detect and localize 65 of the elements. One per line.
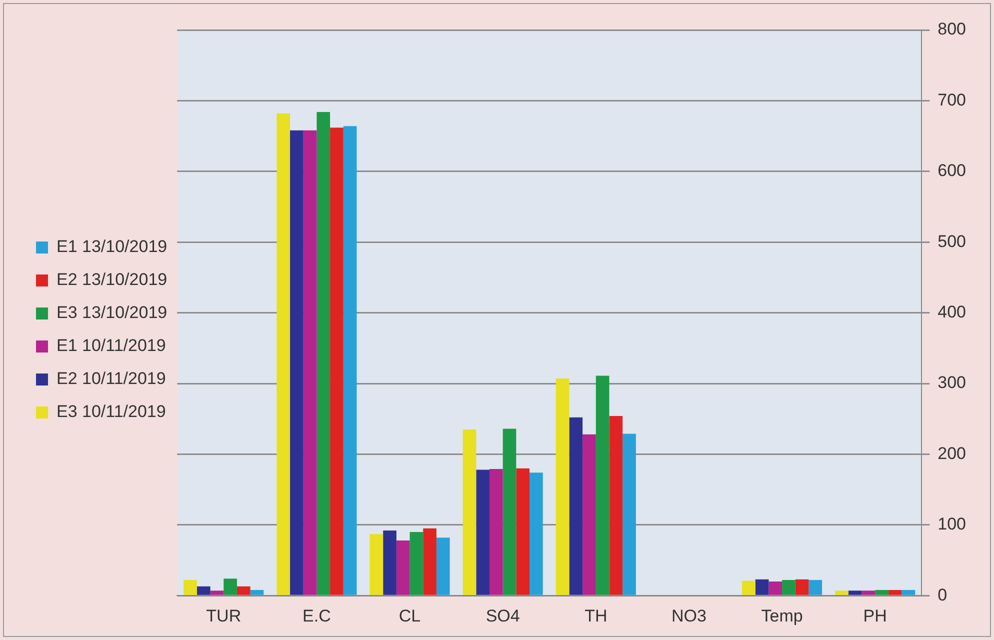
bar (250, 590, 264, 595)
x-tick-label: E.C (302, 606, 331, 626)
bar (224, 578, 237, 595)
legend-label: E1 10/11/2019 (56, 336, 166, 356)
legend-label: E3 10/11/2019 (56, 402, 166, 422)
bar (795, 579, 809, 595)
x-tick-label: PH (863, 606, 887, 626)
x-tick-label: NO3 (671, 606, 706, 626)
y-tick-label: 100 (938, 514, 966, 534)
x-tick-label: TUR (206, 606, 242, 626)
bar (622, 434, 636, 595)
x-tick-label: TH (584, 606, 608, 626)
bar (343, 126, 357, 595)
bar (609, 416, 623, 595)
y-tick-label: 500 (938, 232, 966, 251)
bar (782, 580, 796, 595)
bar (502, 428, 516, 595)
bar (462, 429, 476, 595)
legend-label: E2 10/11/2019 (56, 369, 166, 388)
x-tick-label: SO4 (486, 606, 520, 626)
bar (888, 590, 902, 595)
bar (423, 528, 436, 595)
bar (582, 434, 596, 595)
bar (596, 376, 610, 595)
bar (530, 472, 543, 595)
bar (236, 586, 250, 595)
bar (184, 580, 197, 595)
bar (330, 128, 344, 595)
bar (436, 538, 450, 595)
x-tick-label: Temp (761, 606, 803, 626)
bar (569, 417, 583, 595)
bar (875, 590, 888, 595)
bar (370, 534, 384, 595)
legend-label: E3 13/10/2019 (56, 303, 168, 322)
bar (396, 540, 410, 595)
bar (303, 130, 317, 595)
bar (862, 590, 876, 595)
bar (516, 468, 530, 595)
bar (848, 590, 862, 595)
bar (410, 532, 424, 595)
bar (755, 579, 769, 595)
bar (383, 530, 396, 595)
x-tick-label: CL (398, 606, 421, 626)
y-tick-label: 300 (938, 373, 966, 392)
bar (290, 130, 304, 595)
bar (276, 113, 290, 595)
y-tick-label: 800 (938, 20, 966, 39)
bar (196, 586, 210, 595)
legend-label: E2 13/10/2019 (56, 270, 168, 290)
bar (210, 590, 224, 595)
legend-label: E1 13/10/2019 (56, 237, 168, 256)
bar (316, 112, 330, 595)
bar (742, 580, 756, 595)
bar (556, 378, 570, 595)
bar (902, 590, 916, 595)
y-tick-label: 600 (938, 161, 966, 180)
bar (835, 590, 848, 595)
bar (768, 581, 782, 595)
y-tick-label: 0 (938, 585, 948, 604)
bar (489, 469, 503, 595)
bar (476, 470, 490, 595)
y-tick-label: 400 (938, 302, 966, 322)
bar (808, 580, 822, 595)
y-tick-label: 700 (938, 90, 966, 110)
y-tick-label: 200 (938, 444, 966, 463)
